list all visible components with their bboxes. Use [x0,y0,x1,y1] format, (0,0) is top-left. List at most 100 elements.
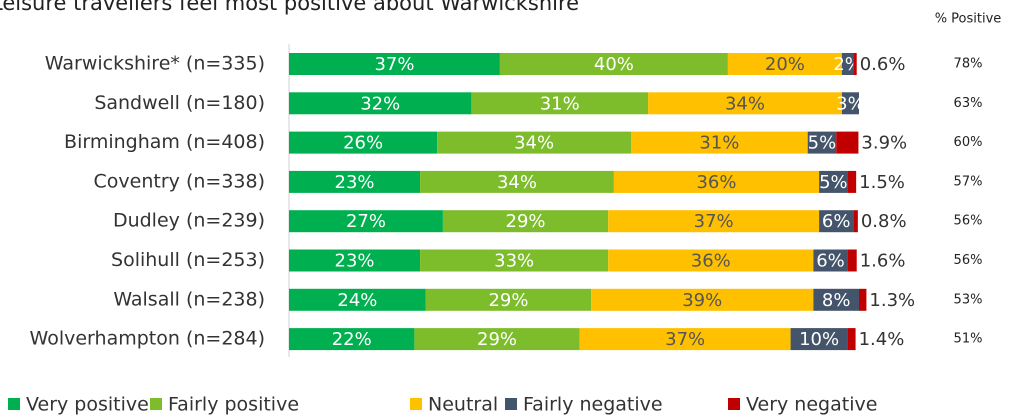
data-label: 0.6% [860,54,906,75]
bar-segment [841,53,854,75]
category-label: Coventry (n=338) [94,170,265,192]
data-label: 36% [691,251,731,272]
bar-segment [819,210,854,233]
bar-segment [289,210,443,233]
bar-segment [289,170,421,193]
positive-value: 56% [954,253,983,268]
positive-header: % Positive [935,12,1002,27]
data-label: 40% [594,54,634,75]
data-label: 1.6% [860,251,906,272]
category-label: Solihull (n=253) [111,249,265,271]
data-label: 22% [332,329,372,350]
category-label: Birmingham (n=408) [64,131,265,153]
bar-segment [813,249,848,272]
bar-segment [608,210,820,233]
bar-segment [420,170,614,193]
bar-segment [853,210,858,233]
positive-value: 56% [954,214,983,229]
data-label: 20% [765,54,805,75]
data-label: 5% [808,133,837,154]
data-label: 2% [833,54,862,75]
data-label: 33% [494,251,534,272]
bar-segment [414,328,580,351]
data-label: 1.5% [859,172,905,193]
bar-segment [859,288,867,311]
category-label: Dudley (n=239) [113,210,265,232]
bar-segment [437,131,631,154]
data-label: 8% [822,290,851,311]
bar-segment [841,92,859,115]
data-label: 34% [497,172,537,193]
legend-label: Very positive [26,394,149,416]
bar-segment [853,53,857,75]
data-label: 32% [360,93,400,114]
bar-segment [613,170,820,193]
data-label: 5% [819,172,848,193]
legend-swatch [150,398,162,410]
data-label: 23% [335,251,375,272]
bar-segment [847,328,856,351]
bar-segment [847,249,857,272]
bar-segment [289,92,472,115]
legend-label: Very negative [746,394,877,416]
data-label: 3.9% [861,133,907,154]
legend-label: Neutral [428,394,498,416]
data-label: 31% [699,133,739,154]
bar-segment [289,249,421,272]
positive-value: 63% [954,96,983,111]
data-label: 0.8% [861,211,907,232]
legend-swatch [410,398,422,410]
data-label: 1.4% [859,329,905,350]
data-label: 34% [725,93,765,114]
legend-swatch [505,398,517,410]
bar-segment [591,288,814,311]
data-label: 29% [506,211,546,232]
data-label: 10% [799,329,839,350]
bar-segment [471,92,649,115]
data-label: 36% [696,172,736,193]
data-label: 37% [665,329,705,350]
category-label: Walsall (n=238) [113,288,265,310]
data-label: 3% [836,93,865,114]
data-label: 23% [335,172,375,193]
legend-swatch [8,398,20,410]
bar-segment [819,170,848,193]
data-label: 6% [822,211,851,232]
chart-title: Leisure travellers feel most positive ab… [0,0,579,15]
data-label: 24% [337,290,377,311]
bar-segment [847,170,857,193]
data-label: 6% [816,251,845,272]
bar-segment [420,249,609,272]
data-label: 31% [540,93,580,114]
data-label: 29% [477,329,517,350]
positive-value: 60% [954,135,983,150]
data-label: 39% [682,290,722,311]
data-label: 29% [488,290,528,311]
positive-value: 57% [954,174,983,189]
bar-segment [631,131,808,154]
bar-segment [648,92,842,115]
bar-segment [289,328,415,351]
bar-segment [836,131,859,154]
data-label: 37% [694,211,734,232]
data-label: 26% [343,133,383,154]
bar-segment [442,210,609,233]
data-label: 1.3% [869,290,915,311]
category-label: Wolverhampton (n=284) [30,328,265,350]
category-label: Sandwell (n=180) [94,92,265,114]
bar-segment [579,328,791,351]
legend-label: Fairly negative [523,394,663,416]
bar-segment [790,328,848,351]
bar-segment [289,131,438,154]
legend-label: Fairly positive [168,394,299,416]
bar-segment [813,288,859,311]
data-label: 27% [346,211,386,232]
bar-segment [425,288,592,311]
positive-value: 51% [954,332,983,347]
bar-segment [289,288,426,311]
bar-segment [608,249,814,272]
data-label: 34% [514,133,554,154]
positive-value: 53% [954,292,983,307]
category-label: Warwickshire* (n=335) [45,53,265,75]
